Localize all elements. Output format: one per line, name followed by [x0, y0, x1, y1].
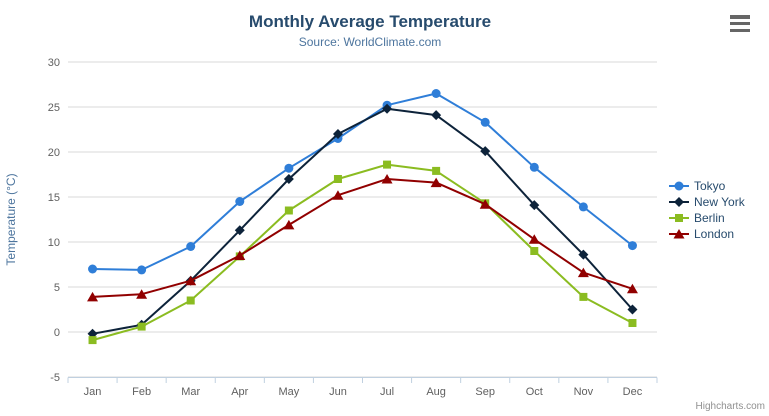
chart-subtitle: Source: WorldClimate.com: [298, 35, 442, 49]
svg-text:Dec: Dec: [623, 386, 643, 398]
svg-text:20: 20: [48, 147, 60, 159]
legend-label: New York: [694, 195, 745, 209]
legend-item-new-york[interactable]: New York: [669, 194, 745, 210]
series-tokyo[interactable]: [88, 89, 637, 275]
legend-marker-circle-icon: [669, 181, 689, 191]
y-axis-labels: -5 0 5 10 15 20 25 30: [48, 57, 60, 384]
svg-text:15: 15: [48, 192, 60, 204]
svg-text:Feb: Feb: [132, 386, 151, 398]
svg-text:Mar: Mar: [181, 386, 200, 398]
svg-text:Jul: Jul: [380, 386, 394, 398]
legend-label: Tokyo: [694, 179, 726, 193]
svg-text:May: May: [278, 386, 299, 398]
credits-link[interactable]: Highcharts.com: [695, 401, 765, 412]
legend-marker-diamond-icon: [669, 197, 689, 207]
svg-text:30: 30: [48, 57, 60, 69]
svg-text:0: 0: [54, 327, 60, 339]
chart-title: Monthly Average Temperature: [248, 12, 492, 31]
series-london[interactable]: [87, 174, 638, 302]
legend-item-tokyo[interactable]: Tokyo: [669, 178, 745, 194]
export-menu-button[interactable]: [730, 15, 750, 32]
svg-text:5: 5: [54, 282, 60, 294]
svg-text:Nov: Nov: [574, 386, 594, 398]
svg-text:Sep: Sep: [475, 386, 495, 398]
svg-text:25: 25: [48, 102, 60, 114]
svg-text:Aug: Aug: [426, 386, 446, 398]
legend-item-london[interactable]: London: [669, 226, 745, 242]
svg-text:Jun: Jun: [329, 386, 347, 398]
x-axis: Jan Feb Mar Apr May Jun Jul Aug Sep Oct Nov Dec: [67, 377, 658, 398]
svg-text:10: 10: [48, 237, 60, 249]
legend-label: London: [694, 227, 735, 241]
legend-marker-triangle-icon: [669, 229, 689, 239]
gridlines: [68, 61, 657, 378]
svg-text:Apr: Apr: [231, 386, 248, 398]
svg-text:-5: -5: [50, 372, 60, 384]
svg-text:Oct: Oct: [526, 386, 543, 398]
svg-text:Jan: Jan: [84, 386, 102, 398]
legend-item-berlin[interactable]: Berlin: [669, 210, 745, 226]
y-axis-title: Temperature (°C): [4, 173, 18, 265]
series-new-york[interactable]: [87, 103, 638, 339]
legend-label: Berlin: [694, 211, 725, 225]
legend: Tokyo New York Berlin London: [669, 178, 745, 242]
legend-marker-square-icon: [669, 214, 689, 222]
